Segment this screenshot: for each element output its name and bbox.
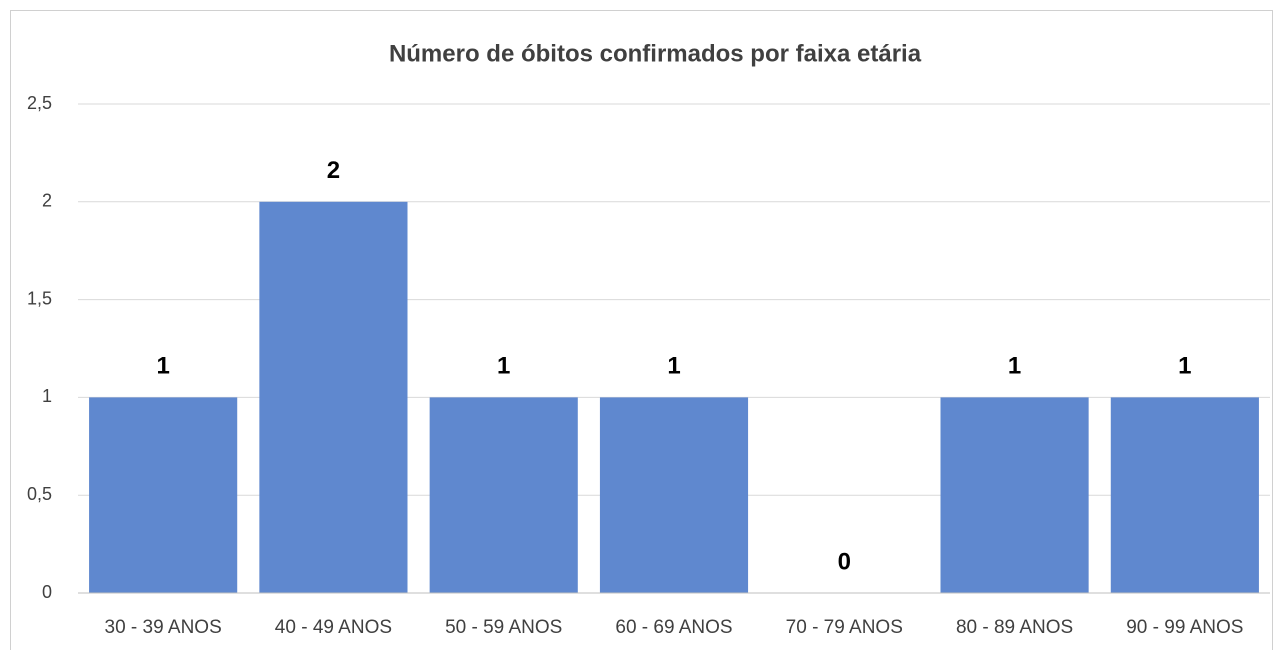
- data-label: 1: [156, 353, 169, 380]
- x-tick-label: 80 - 89 ANOS: [956, 617, 1073, 638]
- y-tick-label: 1,5: [27, 288, 52, 308]
- data-label: 1: [1008, 353, 1021, 380]
- x-tick-label: 70 - 79 ANOS: [786, 617, 903, 638]
- data-label: 1: [667, 353, 680, 380]
- x-tick-label: 60 - 69 ANOS: [615, 617, 732, 638]
- data-label: 0: [838, 548, 851, 575]
- bar: [1110, 397, 1259, 593]
- y-tick-label: 2: [42, 191, 52, 211]
- y-tick-label: 0,5: [27, 484, 52, 504]
- bar: [429, 397, 578, 593]
- y-tick-label: 2,5: [27, 93, 52, 113]
- y-tick-label: 0: [42, 582, 52, 602]
- data-label: 1: [497, 353, 510, 380]
- bar: [940, 397, 1089, 593]
- x-tick-label: 30 - 39 ANOS: [105, 617, 222, 638]
- x-tick-label: 40 - 49 ANOS: [275, 617, 392, 638]
- chart-title: Número de óbitos confirmados por faixa e…: [389, 40, 922, 67]
- x-tick-label: 50 - 59 ANOS: [445, 617, 562, 638]
- chart-frame: [10, 10, 1273, 650]
- y-tick-label: 1: [42, 386, 52, 406]
- data-label: 1: [1178, 353, 1191, 380]
- bar: [89, 397, 238, 593]
- bar: [259, 201, 408, 594]
- data-label: 2: [327, 157, 340, 184]
- x-tick-label: 90 - 99 ANOS: [1126, 617, 1243, 638]
- bar: [599, 397, 749, 593]
